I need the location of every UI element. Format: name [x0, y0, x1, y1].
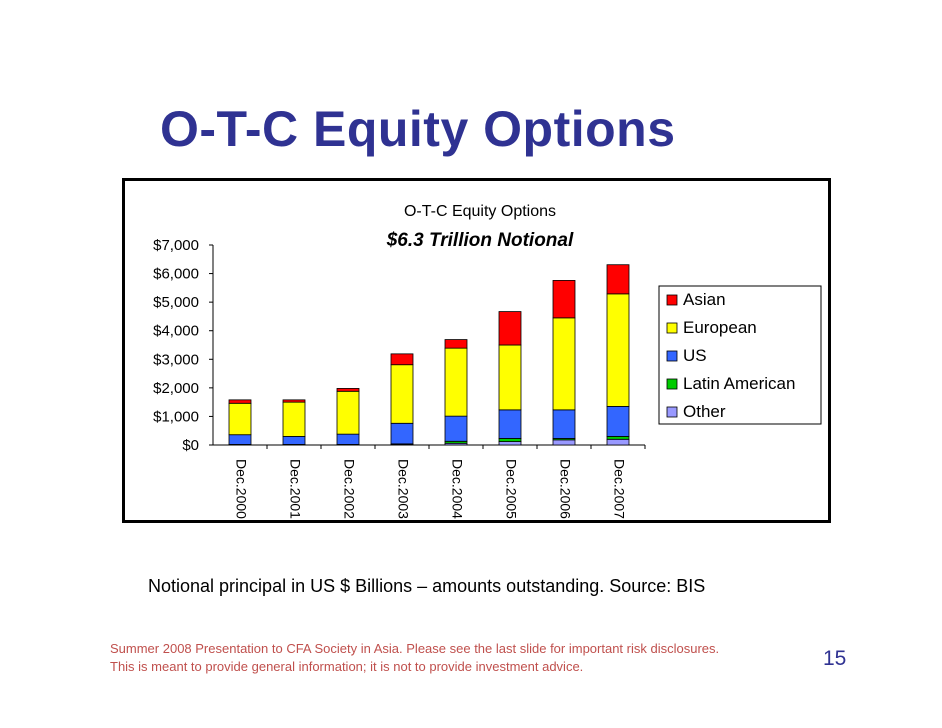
- bar-segment: [606, 436, 630, 440]
- y-tick-label: $6,000: [153, 266, 199, 283]
- bar-segment: [336, 388, 360, 392]
- bar-segment: [228, 434, 252, 445]
- disclaimer-line-2: This is meant to provide general informa…: [110, 659, 584, 674]
- bar-segment: [498, 441, 522, 446]
- y-tick-label: $0: [182, 437, 199, 454]
- bar-segment: [390, 364, 414, 424]
- y-tick-label: $5,000: [153, 294, 199, 311]
- legend-label: Asian: [683, 290, 726, 309]
- y-tick-label: $3,000: [153, 351, 199, 368]
- y-tick-label: $4,000: [153, 323, 199, 340]
- bar-segment: [498, 409, 522, 439]
- slide-title: O-T-C Equity Options: [160, 101, 676, 157]
- x-tick-label: Dec.2004: [449, 459, 465, 519]
- bar-segment: [606, 264, 630, 295]
- bar-segment: [444, 339, 468, 349]
- legend-swatch: [666, 294, 678, 306]
- x-tick-label: Dec.2000: [233, 459, 249, 519]
- legend-label: Other: [683, 402, 726, 421]
- bar-segment: [228, 399, 252, 404]
- legend-swatch: [666, 350, 678, 362]
- bar-segment: [336, 433, 360, 445]
- legend-swatch: [666, 322, 678, 334]
- legend-swatch: [666, 378, 678, 390]
- page-number: 15: [823, 647, 847, 670]
- bar-segment: [336, 390, 360, 435]
- stacked-bar-chart: O-T-C Equity Options $6.3 Trillion Notion…: [153, 203, 822, 519]
- bar-segment: [606, 406, 630, 437]
- bar-segment: [552, 280, 576, 319]
- bar-segment: [498, 438, 522, 442]
- legend-label: Latin American: [683, 374, 795, 393]
- bar-segment: [552, 317, 576, 411]
- legend-swatch: [666, 406, 678, 418]
- disclaimer: Summer 2008 Presentation to CFA Society …: [110, 640, 719, 676]
- y-tick-label: $2,000: [153, 380, 199, 397]
- bar-segment: [228, 402, 252, 436]
- x-tick-label: Dec.2006: [557, 459, 573, 519]
- y-tick-label: $1,000: [153, 408, 199, 425]
- legend-label: US: [683, 346, 707, 365]
- bar-segment: [498, 311, 522, 346]
- bar-segment: [282, 401, 306, 437]
- x-tick-label: Dec.2002: [341, 459, 357, 519]
- x-tick-label: Dec.2003: [395, 459, 411, 519]
- bar-segment: [498, 344, 522, 411]
- bar-segment: [390, 422, 414, 445]
- bar-segment: [282, 436, 306, 445]
- bar-segment: [552, 409, 576, 439]
- disclaimer-line-1: Summer 2008 Presentation to CFA Society …: [110, 641, 720, 656]
- x-tick-label: Dec.2001: [287, 459, 303, 519]
- bar-segment: [552, 439, 576, 446]
- legend-box: [658, 285, 822, 425]
- y-tick-label: $7,000: [153, 237, 199, 254]
- x-tick-label: Dec.2005: [503, 459, 519, 519]
- bar-segment: [606, 438, 630, 446]
- legend-label: European: [683, 318, 757, 337]
- bar-segment: [390, 353, 414, 366]
- x-tick-label: Dec.2007: [611, 459, 627, 519]
- chart-title: O-T-C Equity Options: [404, 203, 556, 220]
- chart-frame: O-T-C Equity Options $6.3 Trillion Notion…: [122, 178, 831, 523]
- bar-segment: [606, 293, 630, 407]
- bar-segment: [444, 415, 468, 442]
- chart-subtitle: $6.3 Trillion Notional: [386, 230, 574, 251]
- chart-footnote: Notional principal in US $ Billions – am…: [148, 576, 706, 596]
- bar-segment: [282, 399, 306, 403]
- bar-segment: [444, 347, 468, 417]
